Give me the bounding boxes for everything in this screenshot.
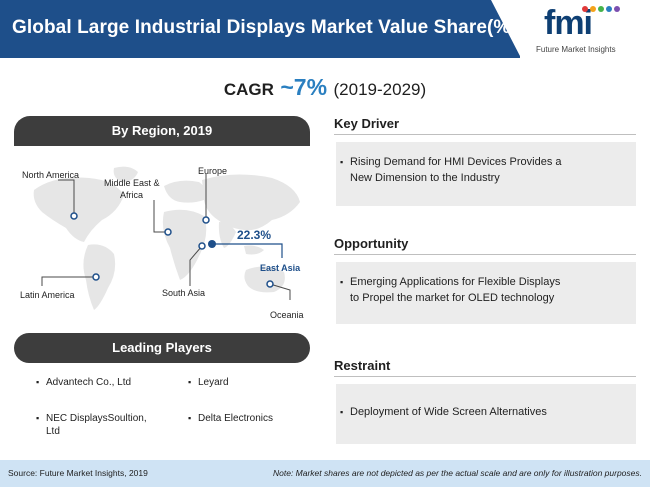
- bullet-icon: ▪: [188, 377, 192, 387]
- bullet-icon: ▪: [340, 157, 344, 167]
- divider: [334, 376, 636, 377]
- label-middle-east-africa: Middle East &: [104, 178, 160, 188]
- opportunity-box: ▪ Emerging Applications for Flexible Dis…: [336, 262, 636, 324]
- label-europe: Europe: [198, 166, 228, 176]
- bullet-icon: ▪: [36, 377, 40, 387]
- logo-dot-icon: [590, 6, 596, 12]
- page-title: Global Large Industrial Displays Market …: [12, 17, 517, 38]
- title-bar: Global Large Industrial Displays Market …: [0, 0, 521, 58]
- logo-text: Future Market Insights: [536, 45, 616, 54]
- footer: Source: Future Market Insights, 2019 Not…: [0, 460, 650, 487]
- source-text: Source: Future Market Insights, 2019: [8, 468, 148, 478]
- label-middle-east-africa-2: Africa: [120, 190, 144, 200]
- world-map: [33, 166, 300, 310]
- players-header: Leading Players: [14, 333, 310, 363]
- opportunity-title: Opportunity: [334, 236, 409, 251]
- header: Global Large Industrial Displays Market …: [0, 0, 650, 62]
- label-oceania: Oceania: [270, 310, 304, 320]
- player-advantech: ▪ Advantech Co., Ltd: [36, 377, 132, 388]
- region-header: By Region, 2019: [14, 116, 310, 146]
- logo-dot-icon: [614, 6, 620, 12]
- divider: [334, 134, 636, 135]
- cagr-years: (2019-2029): [333, 80, 427, 99]
- restraint-title: Restraint: [334, 358, 391, 373]
- logo-dot-icon: [606, 6, 612, 12]
- bullet-icon: ▪: [340, 277, 344, 287]
- bullet-icon: ▪: [36, 413, 40, 423]
- player-leyard: ▪ Leyard: [188, 377, 229, 388]
- cagr-value: ~7%: [280, 74, 328, 100]
- key-driver-box: ▪ Rising Demand for HMI Devices Provides…: [336, 142, 636, 206]
- player-nec: ▪ NEC DisplaysSoultion, Ltd: [36, 413, 147, 437]
- label-latin-america: Latin America: [20, 290, 75, 300]
- key-driver-text: ▪ Rising Demand for HMI Devices Provides…: [340, 156, 562, 184]
- divider: [334, 254, 636, 255]
- key-driver-title: Key Driver: [334, 116, 400, 131]
- cagr-line: CAGR ~7% (2019-2029): [0, 74, 650, 101]
- player-delta: ▪ Delta Electronics: [188, 413, 274, 424]
- restraint-box: ▪ Deployment of Wide Screen Alternatives: [336, 384, 636, 444]
- bullet-icon: ▪: [340, 407, 344, 417]
- bullet-icon: ▪: [188, 413, 192, 423]
- label-east-asia: East Asia: [260, 263, 301, 273]
- east-asia-share: 22.3%: [237, 228, 272, 242]
- logo-dot-icon: [582, 6, 588, 12]
- label-south-asia: South Asia: [162, 288, 206, 298]
- label-north-america: North America: [22, 170, 80, 180]
- opportunity-text: ▪ Emerging Applications for Flexible Dis…: [340, 276, 561, 304]
- cagr-label: CAGR: [223, 80, 274, 99]
- logo-dot-icon: [598, 6, 604, 12]
- restraint-text: ▪ Deployment of Wide Screen Alternatives: [340, 406, 547, 418]
- note-text: Note: Market shares are not depicted as …: [272, 468, 642, 478]
- fmi-logo: fmi Future Market Insights: [530, 4, 648, 58]
